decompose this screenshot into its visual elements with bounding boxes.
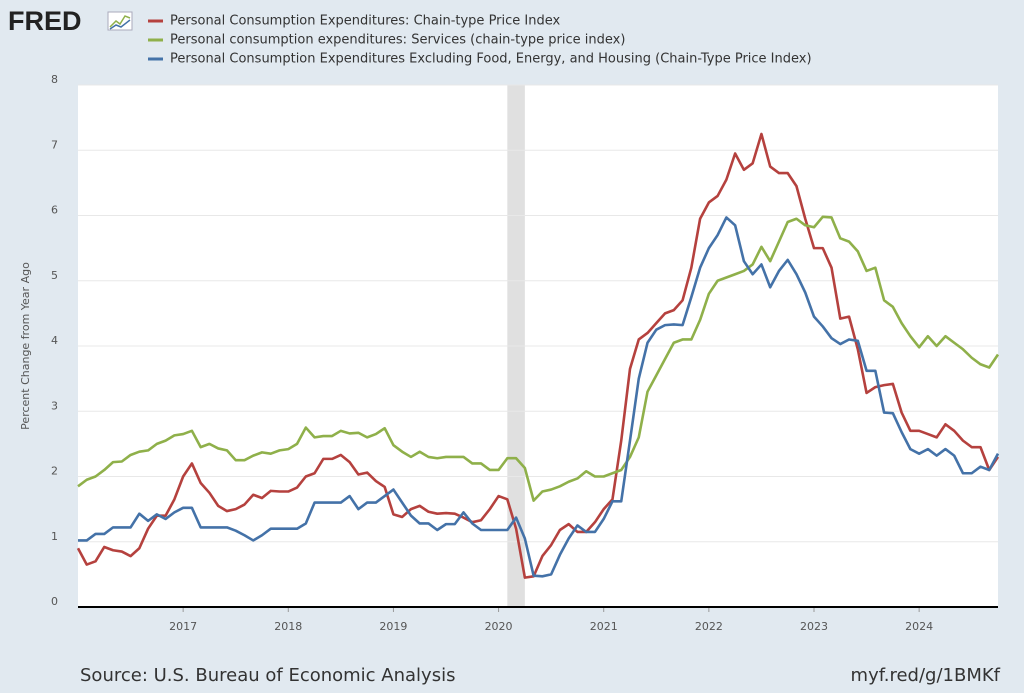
x-tick-label: 2017 bbox=[169, 620, 197, 633]
logo-icon bbox=[107, 11, 133, 31]
logo: FRED bbox=[8, 6, 82, 36]
y-tick-label: 6 bbox=[51, 204, 58, 217]
y-axis-label: Percent Change from Year Ago bbox=[19, 262, 32, 430]
legend-label: Personal Consumption Expenditures: Chain… bbox=[170, 14, 561, 29]
series-line bbox=[77, 215, 1000, 502]
x-tick-label: 2022 bbox=[695, 620, 723, 633]
legend-label: Personal consumption expenditures: Servi… bbox=[170, 33, 625, 48]
x-tick-label: 2021 bbox=[590, 620, 618, 633]
y-tick-label: 7 bbox=[51, 138, 58, 151]
x-tick-label: 2024 bbox=[905, 620, 933, 633]
x-tick-label: 2018 bbox=[274, 620, 302, 633]
y-tick-label: 2 bbox=[51, 465, 58, 478]
x-tick-label: 2023 bbox=[800, 620, 828, 633]
logo-icon-line bbox=[109, 15, 131, 28]
y-tick-label: 8 bbox=[51, 73, 58, 86]
logo-icon-line bbox=[109, 19, 131, 30]
x-tick-label: 2020 bbox=[485, 620, 513, 633]
legend-label: Personal Consumption Expenditures Exclud… bbox=[170, 52, 812, 67]
y-tick-label: 5 bbox=[51, 269, 58, 282]
y-tick-label: 4 bbox=[51, 334, 58, 347]
y-tick-label: 0 bbox=[51, 595, 58, 608]
y-tick-label: 1 bbox=[51, 530, 58, 543]
series-line bbox=[78, 216, 1000, 578]
x-tick-label: 2019 bbox=[379, 620, 407, 633]
source: Source: U.S. Bureau of Economic Analysis bbox=[80, 665, 455, 686]
link[interactable]: myf.red/g/1BMKf bbox=[851, 665, 1001, 686]
y-tick-label: 3 bbox=[51, 399, 58, 412]
series-line bbox=[76, 132, 1000, 579]
